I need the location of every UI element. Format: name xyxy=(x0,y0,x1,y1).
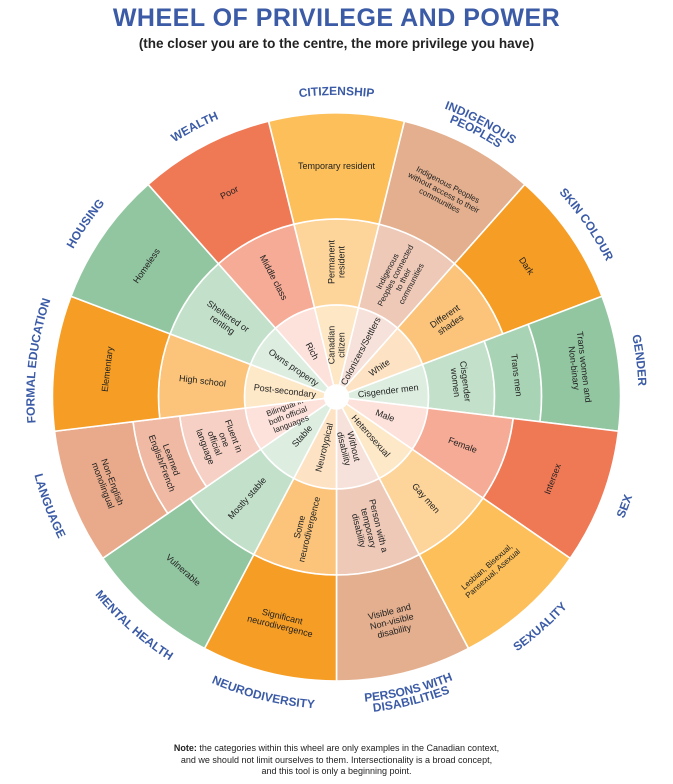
category-sex: SEX xyxy=(614,493,636,520)
category-gender: GENDER xyxy=(629,333,649,387)
footnote-line-1: the categories within this wheel are onl… xyxy=(196,743,500,753)
page-title: WHEEL OF PRIVILEGE AND POWER xyxy=(112,4,561,32)
wheel-centre xyxy=(325,386,348,408)
label-gender-cisgender-women: Cisgenderwomen xyxy=(448,360,473,403)
category-citizenship: CITIZENSHIP xyxy=(298,84,375,100)
segment-wealth-poor xyxy=(147,120,295,265)
category-wealth: WEALTH xyxy=(169,109,221,145)
footnote-line-3: and this tool is only a beginning point. xyxy=(261,766,412,776)
footnote-label: Note: xyxy=(173,743,197,753)
footnote-line-2: and we should not limit ourselves to the… xyxy=(180,754,493,765)
page-subtitle: (the closer you are to the centre, the m… xyxy=(138,36,535,51)
footnote: Note: the categories within this wheel a… xyxy=(80,743,593,778)
category-language: LANGUAGE xyxy=(31,472,68,540)
category-formal-education: FORMAL EDUCATION xyxy=(23,296,53,424)
label-citizenship-permanent-resident: Permanentresident xyxy=(327,239,347,284)
label-citizenship-canadian-citizen: Canadiancitizen xyxy=(327,326,347,365)
label-citizenship-temporary-resident: Temporary resident xyxy=(298,161,376,171)
